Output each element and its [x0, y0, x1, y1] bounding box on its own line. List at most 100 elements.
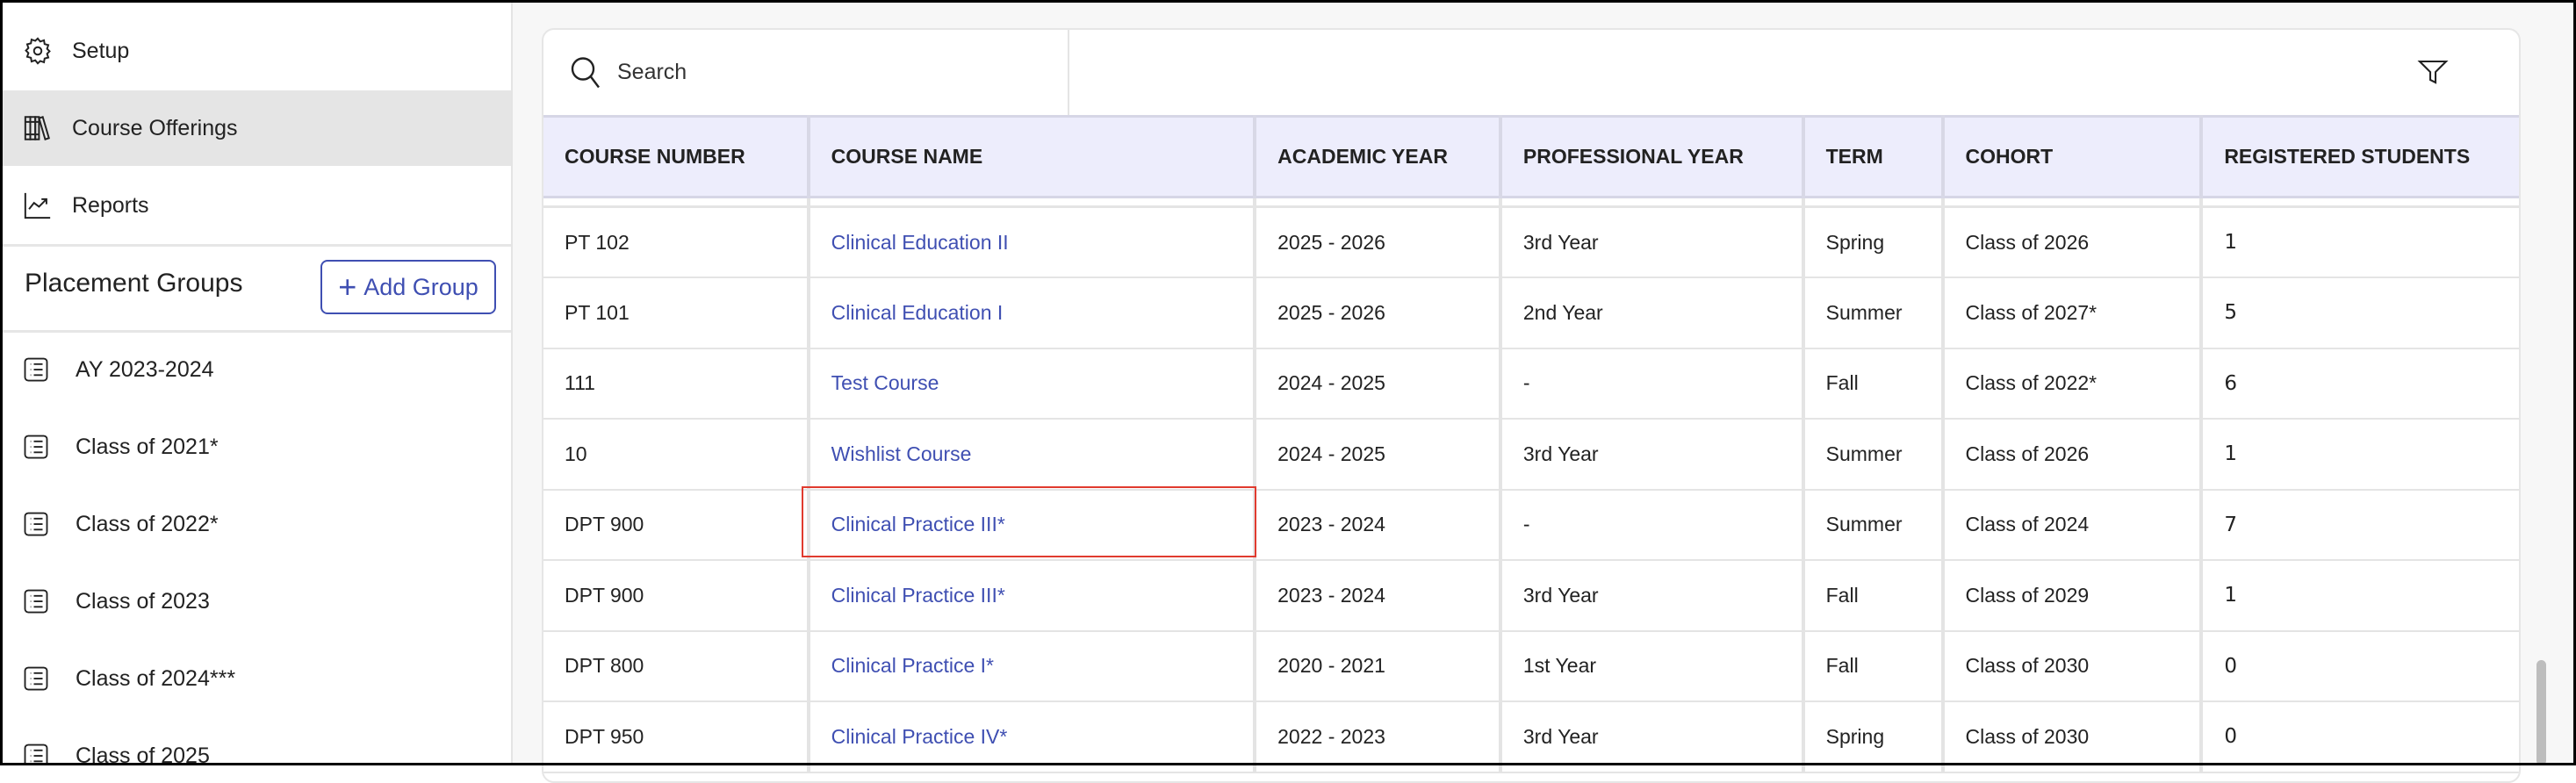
table-cell: Fall — [1802, 348, 1945, 420]
column-header[interactable]: COURSE NAME — [808, 115, 1257, 198]
column-header[interactable]: PROFESSIONAL YEAR — [1500, 115, 1805, 198]
group-label: Class of 2024*** — [76, 665, 236, 691]
course-name-link[interactable]: Clinical Practice I* — [831, 654, 995, 678]
column-header[interactable]: REGISTERED STUDENTS — [2201, 115, 2519, 198]
placement-groups-title: Placement Groups — [25, 269, 243, 298]
table-cell: - — [1500, 348, 1805, 420]
table-cell: 2nd Year — [1500, 277, 1805, 349]
table-cell: Fall — [1802, 560, 1945, 632]
nav-label: Setup — [72, 38, 130, 63]
search-icon — [571, 56, 600, 88]
table-cell: Class of 2027* — [1942, 277, 2204, 349]
table-cell: 6 — [2201, 348, 2519, 420]
nav-course-offerings[interactable]: Course Offerings — [0, 90, 511, 166]
table-cell: DPT 900 — [543, 560, 810, 632]
table-cell: 1 — [2201, 206, 2519, 278]
add-group-button[interactable]: + Add Group — [320, 260, 496, 314]
table-cell: Summer — [1802, 489, 1945, 561]
table-cell: 0 — [2201, 630, 2519, 702]
course-table: COURSE NUMBER COURSE NAME ACADEMIC YEAR PRO… — [543, 115, 2519, 773]
table-cell: 2024 - 2025 — [1255, 348, 1502, 420]
group-label: Class of 2023 — [76, 588, 210, 614]
table-cell: Spring — [1802, 206, 1945, 278]
table-cell: DPT 950 — [543, 701, 810, 773]
nav-setup[interactable]: Setup — [0, 13, 511, 89]
search-placeholder: Search — [617, 60, 687, 84]
table-cell: 111 — [543, 348, 810, 420]
table-cell: Class of 2030 — [1942, 630, 2204, 702]
list-icon — [24, 435, 48, 459]
table-cell: Class of 2030 — [1942, 701, 2204, 773]
scrollbar[interactable] — [2536, 660, 2546, 765]
table-cell: 2023 - 2024 — [1255, 489, 1502, 561]
table-cell: Wishlist Course — [808, 419, 1257, 491]
search-input[interactable]: Search — [543, 30, 1069, 115]
table-cell: Summer — [1802, 419, 1945, 491]
placement-group-item[interactable]: AY 2023-2024 — [23, 343, 214, 396]
filter-icon[interactable] — [2417, 56, 2449, 88]
table-cell: Clinical Practice III* — [808, 560, 1257, 632]
table-cell: Clinical Practice I* — [808, 630, 1257, 702]
table-cell: PT 102 — [543, 206, 810, 278]
course-name-link[interactable]: Clinical Practice IV* — [831, 724, 1008, 748]
course-name-link[interactable]: Wishlist Course — [831, 442, 972, 465]
course-name-link[interactable]: Clinical Practice III* — [831, 583, 1005, 607]
table-cell: DPT 900 — [543, 489, 810, 561]
table-cell: Clinical Education I — [808, 277, 1257, 349]
table-row[interactable]: 111 Test Course 2024 - 2025- Fall Class of 2… — [543, 348, 2519, 420]
table-cell: 3rd Year — [1500, 560, 1805, 632]
table-cell: 0 — [2201, 701, 2519, 773]
chart-line-icon — [24, 192, 51, 219]
divider — [0, 244, 511, 247]
nav-reports[interactable]: Reports — [0, 168, 511, 243]
column-header[interactable]: COURSE NUMBER — [543, 115, 810, 198]
placement-group-item[interactable]: Class of 2024*** — [23, 652, 235, 705]
column-header[interactable]: ACADEMIC YEAR — [1255, 115, 1502, 198]
table-cell: 2025 - 2026 — [1255, 277, 1502, 349]
course-name-link[interactable]: Clinical Education I — [831, 300, 1004, 324]
table-row[interactable]: DPT 800 Clinical Practice I* 2020 - 2021 1s… — [543, 630, 2519, 702]
group-label: Class of 2021* — [76, 434, 219, 459]
table-cell: PT 101 — [543, 277, 810, 349]
table-cell: 2022 - 2023 — [1255, 701, 1502, 773]
nav-label: Course Offerings — [72, 115, 238, 140]
divider — [0, 330, 511, 333]
table-cell: 1 — [2201, 560, 2519, 632]
placement-group-item[interactable]: Class of 2022* — [23, 498, 219, 550]
course-name-link[interactable]: Test Course — [831, 371, 939, 395]
table-cell: Clinical Education II — [808, 206, 1257, 278]
plus-icon: + — [338, 269, 357, 305]
table-row[interactable]: PT 102 Clinical Education II 2025 - 2026 3r… — [543, 206, 2519, 278]
table-row[interactable]: DPT 950 Clinical Practice IV* 2022 - 2023 3… — [543, 701, 2519, 773]
table-cell: 2020 - 2021 — [1255, 630, 1502, 702]
table-cell: 5 — [2201, 277, 2519, 349]
placement-group-item[interactable]: Class of 2021* — [23, 420, 219, 473]
column-header[interactable]: COHORT — [1942, 115, 2204, 198]
table-cell: - — [1500, 489, 1805, 561]
table-row[interactable]: DPT 900 Clinical Practice III* 2023 - 2024… — [543, 560, 2519, 632]
table-cell: Class of 2029 — [1942, 560, 2204, 632]
table-row[interactable]: DPT 900 Clinical Practice III* 2023 - 2024… — [543, 489, 2519, 561]
table-cell: Class of 2026 — [1942, 419, 2204, 491]
column-header[interactable]: TERM — [1802, 115, 1945, 198]
nav-label: Reports — [72, 192, 149, 218]
list-icon — [24, 743, 48, 765]
table-cell: 2024 - 2025 — [1255, 419, 1502, 491]
gear-icon — [25, 37, 51, 65]
list-icon — [24, 589, 48, 614]
list-icon — [24, 666, 48, 691]
placement-group-item[interactable]: Class of 2025 — [23, 729, 210, 765]
table-cell: 7 — [2201, 489, 2519, 561]
course-offerings-card: Search COURSE NUMBER COURSE NAME ACADEMIC … — [542, 28, 2521, 783]
table-cell: 3rd Year — [1500, 419, 1805, 491]
table-cell: Summer — [1802, 277, 1945, 349]
table-cell: 1 — [2201, 419, 2519, 491]
table-row[interactable]: 10 Wishlist Course 2024 - 2025 3rd Year Summ… — [543, 419, 2519, 491]
course-name-link[interactable]: Clinical Practice III* — [831, 513, 1005, 536]
course-name-link[interactable]: Clinical Education II — [831, 230, 1009, 254]
table-cell: Clinical Practice IV* — [808, 701, 1257, 773]
list-icon — [24, 512, 48, 536]
placement-group-item[interactable]: Class of 2023 — [23, 575, 210, 628]
sidebar: Setup Course Offerings Reports Placement… — [0, 0, 513, 765]
table-row[interactable]: PT 101 Clinical Education I 2025 - 2026 2nd… — [543, 277, 2519, 349]
